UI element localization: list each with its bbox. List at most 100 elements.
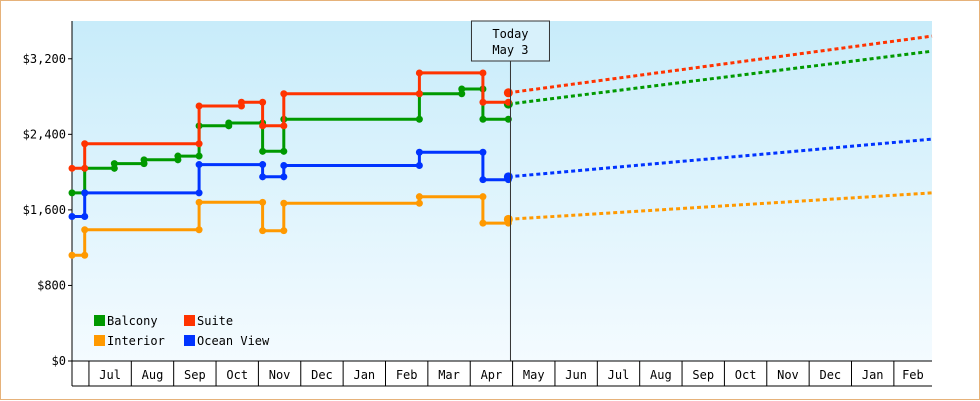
legend-swatch [94,315,105,326]
data-point [81,213,89,220]
data-point [68,213,76,220]
data-point [479,98,487,106]
data-point [195,152,203,160]
plot-background [72,21,932,361]
data-point [259,198,267,206]
x-tick-label: Feb [902,368,924,382]
data-point [479,148,487,156]
legend-label: Balcony [107,314,158,328]
x-tick-label: Nov [269,368,291,382]
data-point [195,102,203,110]
data-point [280,122,288,130]
projection-start-point [503,172,513,182]
data-point [259,98,267,106]
y-tick-label: $800 [37,278,66,292]
data-point [237,98,245,106]
projection-start-point [503,214,513,224]
data-point [415,148,423,156]
today-label: Today [492,27,528,41]
today-box [470,20,550,62]
data-point [195,189,203,197]
projection-line [508,191,933,221]
data-point [415,69,423,77]
series-balcony [68,49,933,197]
data-point [110,160,118,168]
x-tick-label: Jul [608,368,630,382]
data-point [259,227,267,235]
x-tick-label: Aug [650,368,672,382]
projection-line [508,49,933,106]
data-point [81,226,89,234]
x-tick-label: Apr [481,368,503,382]
x-tick-label: Sep [692,368,714,382]
y-tick-label: $0 [52,354,66,368]
data-point [81,140,89,148]
x-tick-label: Jul [99,368,121,382]
data-point [280,90,288,98]
legend-swatch [184,335,195,346]
data-point [68,189,76,197]
series-line [72,71,509,170]
legend-label: Ocean View [197,334,270,348]
data-point [68,164,76,172]
x-tick-label: Nov [777,368,799,382]
series-suite [68,34,933,172]
data-point [479,69,487,77]
data-point [195,161,203,169]
data-point [259,122,267,130]
series-interior [68,191,933,259]
x-tick-label: Sep [184,368,206,382]
x-tick-label: May [523,368,545,382]
x-tick-label: Jan [353,368,375,382]
data-point [280,173,288,181]
data-point [280,227,288,235]
data-point [415,115,423,123]
x-tick-label: Dec [311,368,333,382]
legend-label: Suite [197,314,233,328]
series-line [72,150,509,218]
x-tick-label: Oct [735,368,757,382]
series-line [72,195,509,257]
series-ocean-view [68,137,933,220]
data-point [81,251,89,259]
data-point [81,189,89,197]
data-point [479,176,487,184]
data-point [259,147,267,155]
data-point [195,198,203,206]
y-tick-label: $3,200 [23,52,66,66]
data-point [259,161,267,169]
data-point [415,162,423,169]
today-date: May 3 [492,43,528,57]
x-tick-label: Jun [565,368,587,382]
x-tick-label: Aug [142,368,164,382]
legend-swatch [184,315,195,326]
legend-label: Interior [107,334,165,348]
data-point [479,115,487,123]
x-tick-label: Oct [226,368,248,382]
data-point [280,147,288,155]
data-point [479,193,487,201]
data-point [415,193,423,201]
data-point [458,85,466,93]
x-tick-label: Mar [438,368,460,382]
today-marker: Today May 3 [470,20,550,361]
data-point [195,140,203,148]
data-point [174,152,182,160]
x-tick-label: Jan [862,368,884,382]
series-layer [68,34,933,259]
data-point [280,162,288,169]
y-tick-label: $2,400 [23,127,66,141]
y-axis: $0 $800 $1,600 $2,400 $3,200 [23,21,73,386]
projection-start-point [503,88,513,98]
projection-line [508,34,933,95]
data-point [415,199,423,207]
data-point [225,119,233,127]
data-point [81,164,89,172]
data-point [259,173,267,181]
data-point [68,251,76,259]
legend: Balcony Suite Interior Ocean View [94,314,270,348]
data-point [140,156,148,164]
data-point [280,199,288,207]
